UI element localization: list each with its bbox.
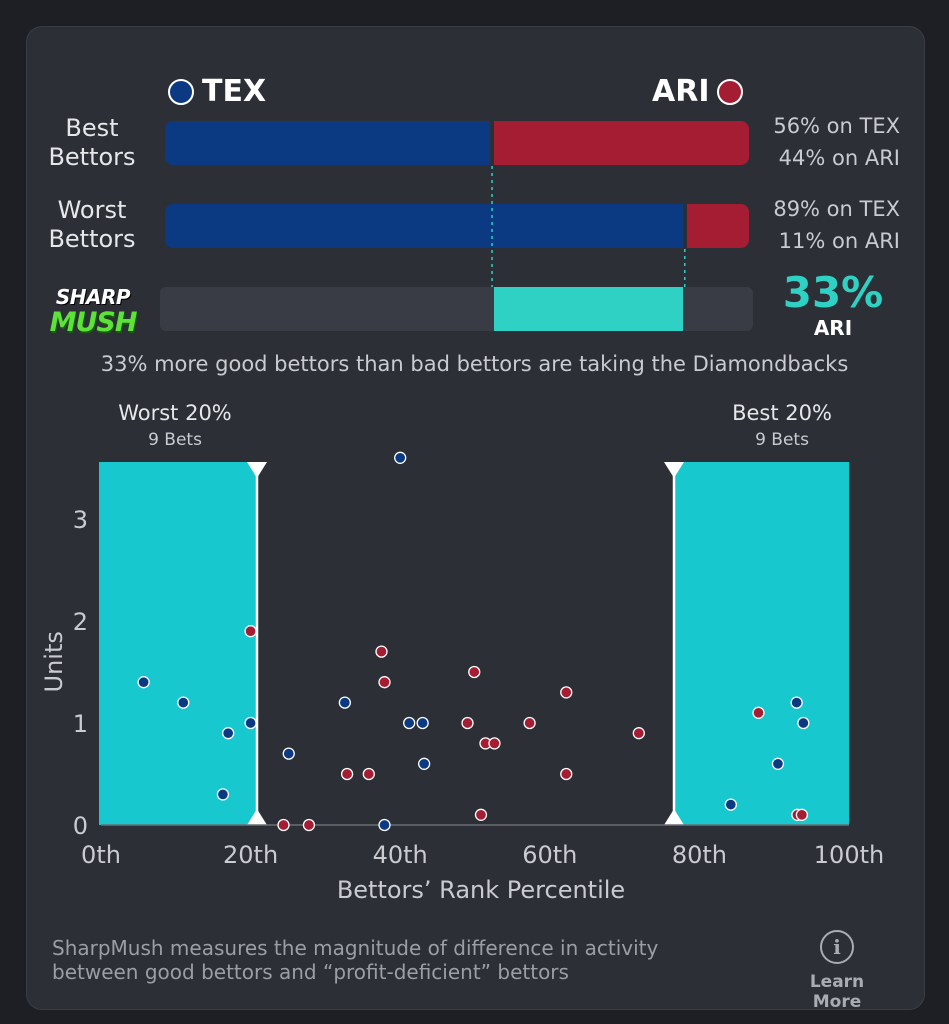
learn-more-button[interactable]: i Learn More xyxy=(784,930,890,1012)
worst-bettors-ari-pct: 11% on ARI xyxy=(778,229,900,253)
best-bettors-label: Best Bettors xyxy=(22,114,162,172)
team-right-dot xyxy=(717,78,744,105)
sharpmush-team: ARI xyxy=(813,316,853,340)
point-tex xyxy=(338,696,351,709)
worst-bettors-bar-ari xyxy=(686,204,749,248)
point-ari xyxy=(795,808,809,821)
best-bettors-pcts: 56% on TEX 44% on ARI xyxy=(720,110,900,174)
best-bettors-ari-pct: 44% on ARI xyxy=(778,146,900,170)
y-tick-label: 0 xyxy=(73,812,88,840)
x-tick-label: 100th xyxy=(814,841,884,869)
bar-connectors xyxy=(491,166,686,287)
point-tex xyxy=(378,818,391,832)
point-ari xyxy=(244,625,257,638)
footer-line2: between good bettors and “profit-deficie… xyxy=(52,960,569,984)
worst-bettors-label-line2: Bettors xyxy=(48,225,136,253)
point-ari xyxy=(302,818,316,832)
point-ari xyxy=(340,767,354,781)
point-tex xyxy=(790,696,803,709)
point-tex xyxy=(216,788,230,801)
best-bettors-bar-ari xyxy=(494,121,749,165)
footer-line1: SharpMush measures the magnitude of diff… xyxy=(52,936,659,960)
region-worst-top-handle xyxy=(247,462,267,478)
region-best-subtitle: 9 Bets xyxy=(755,430,809,450)
team-left-dot xyxy=(168,78,194,105)
region-best-bottom-handle xyxy=(664,809,684,825)
point-ari xyxy=(523,716,536,730)
sharpmush-logo: SHARP MUSH xyxy=(36,284,150,336)
best-bettors-bar-tex xyxy=(165,121,491,165)
point-tex xyxy=(282,747,295,760)
x-axis-label: Bettors’ Rank Percentile xyxy=(337,876,625,904)
sharpmush-value: 33% xyxy=(782,268,884,317)
best-bettors-tex-pct: 56% on TEX xyxy=(773,114,900,138)
y-axis-label: Units xyxy=(40,631,68,692)
sharpmush-logo-line2: MUSH xyxy=(49,307,138,338)
point-tex xyxy=(137,676,150,689)
y-tick-label: 3 xyxy=(73,506,88,534)
point-ari xyxy=(474,808,488,821)
x-tick-label: 80th xyxy=(672,841,727,869)
point-tex xyxy=(177,696,190,709)
y-tick-label: 1 xyxy=(73,710,88,738)
x-tick-label: 40th xyxy=(373,841,428,869)
team-left-abbr: TEX xyxy=(202,74,267,109)
team-right-header: ARI xyxy=(652,74,744,109)
region-worst xyxy=(99,462,257,825)
worst-bettors-bar-tex xyxy=(165,204,683,248)
x-tick-label: 60th xyxy=(522,841,577,869)
x-tick-label: 0th xyxy=(81,841,121,869)
worst-bettors-label-line1: Worst xyxy=(57,196,127,224)
y-tick-label: 2 xyxy=(73,608,88,636)
region-worst-title: Worst 20% xyxy=(118,401,232,425)
region-worst-subtitle: 9 Bets xyxy=(148,430,202,450)
point-tex xyxy=(222,727,235,740)
worst-bettors-pcts: 89% on TEX 11% on ARI xyxy=(720,193,900,257)
point-ari xyxy=(468,665,481,679)
region-worst-bottom-handle xyxy=(247,809,267,825)
point-tex xyxy=(416,716,429,730)
point-ari xyxy=(632,727,645,740)
point-tex xyxy=(724,798,737,811)
scatter-chart: Worst 20% 9 Bets Best 20% 9 Bets 0 1 2 3 0th 20th… xyxy=(40,401,884,904)
point-ari xyxy=(375,645,388,658)
point-tex xyxy=(403,716,416,730)
point-tex xyxy=(417,757,431,770)
best-bettors-label-line2: Bettors xyxy=(48,143,136,171)
sharpmush-logo-line1: SHARP xyxy=(55,285,131,309)
point-ari xyxy=(362,767,375,781)
best-bettors-label-line1: Best xyxy=(65,114,119,142)
point-tex xyxy=(244,716,257,730)
footer-text: SharpMush measures the magnitude of diff… xyxy=(52,936,658,984)
point-ari xyxy=(488,737,501,750)
point-tex xyxy=(797,716,810,730)
point-ari xyxy=(378,676,391,689)
point-ari xyxy=(560,767,573,781)
sharpmush-fill xyxy=(494,287,683,331)
x-tick-label: 20th xyxy=(223,841,278,869)
sharpmush-caption: 33% more good bettors than bad bettors a… xyxy=(100,352,849,376)
team-left-header: TEX xyxy=(168,74,266,109)
worst-bettors-label: Worst Bettors xyxy=(22,196,162,254)
region-best-top-handle xyxy=(664,462,684,478)
learn-more-label: Learn More xyxy=(809,972,865,1012)
info-icon: i xyxy=(820,930,854,964)
point-ari xyxy=(560,686,573,699)
team-right-abbr: ARI xyxy=(652,74,710,109)
point-tex xyxy=(394,451,407,464)
point-ari xyxy=(277,818,290,832)
point-tex xyxy=(771,757,785,770)
worst-bettors-tex-pct: 89% on TEX xyxy=(773,197,900,221)
region-best-title: Best 20% xyxy=(732,401,832,425)
region-best xyxy=(674,462,849,825)
point-ari xyxy=(461,716,474,730)
point-ari xyxy=(752,706,765,719)
